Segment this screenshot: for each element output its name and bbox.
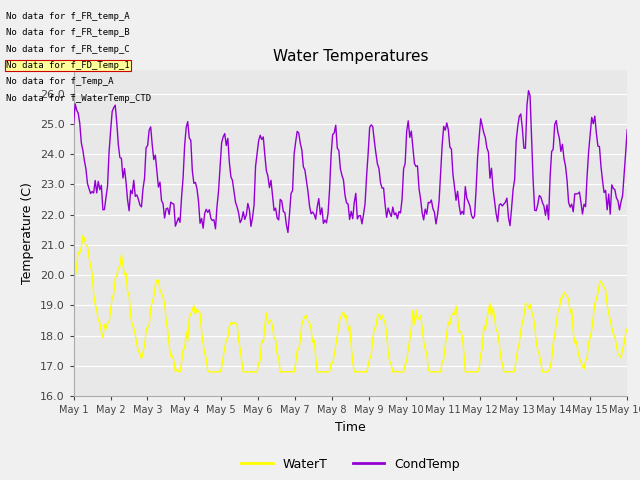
Text: No data for f_FR_temp_A: No data for f_FR_temp_A — [6, 12, 130, 21]
Text: No data for f_FR_temp_B: No data for f_FR_temp_B — [6, 28, 130, 37]
Text: No data for f_WaterTemp_CTD: No data for f_WaterTemp_CTD — [6, 94, 152, 103]
Text: No data for f_FR_temp_C: No data for f_FR_temp_C — [6, 45, 130, 54]
Text: No data for f_Temp_A: No data for f_Temp_A — [6, 77, 114, 86]
Y-axis label: Temperature (C): Temperature (C) — [21, 182, 34, 284]
X-axis label: Time: Time — [335, 420, 366, 433]
Text: No data for f_FD_Temp_1: No data for f_FD_Temp_1 — [6, 61, 130, 70]
Title: Water Temperatures: Water Temperatures — [273, 49, 428, 64]
Legend: WaterT, CondTemp: WaterT, CondTemp — [236, 453, 465, 476]
